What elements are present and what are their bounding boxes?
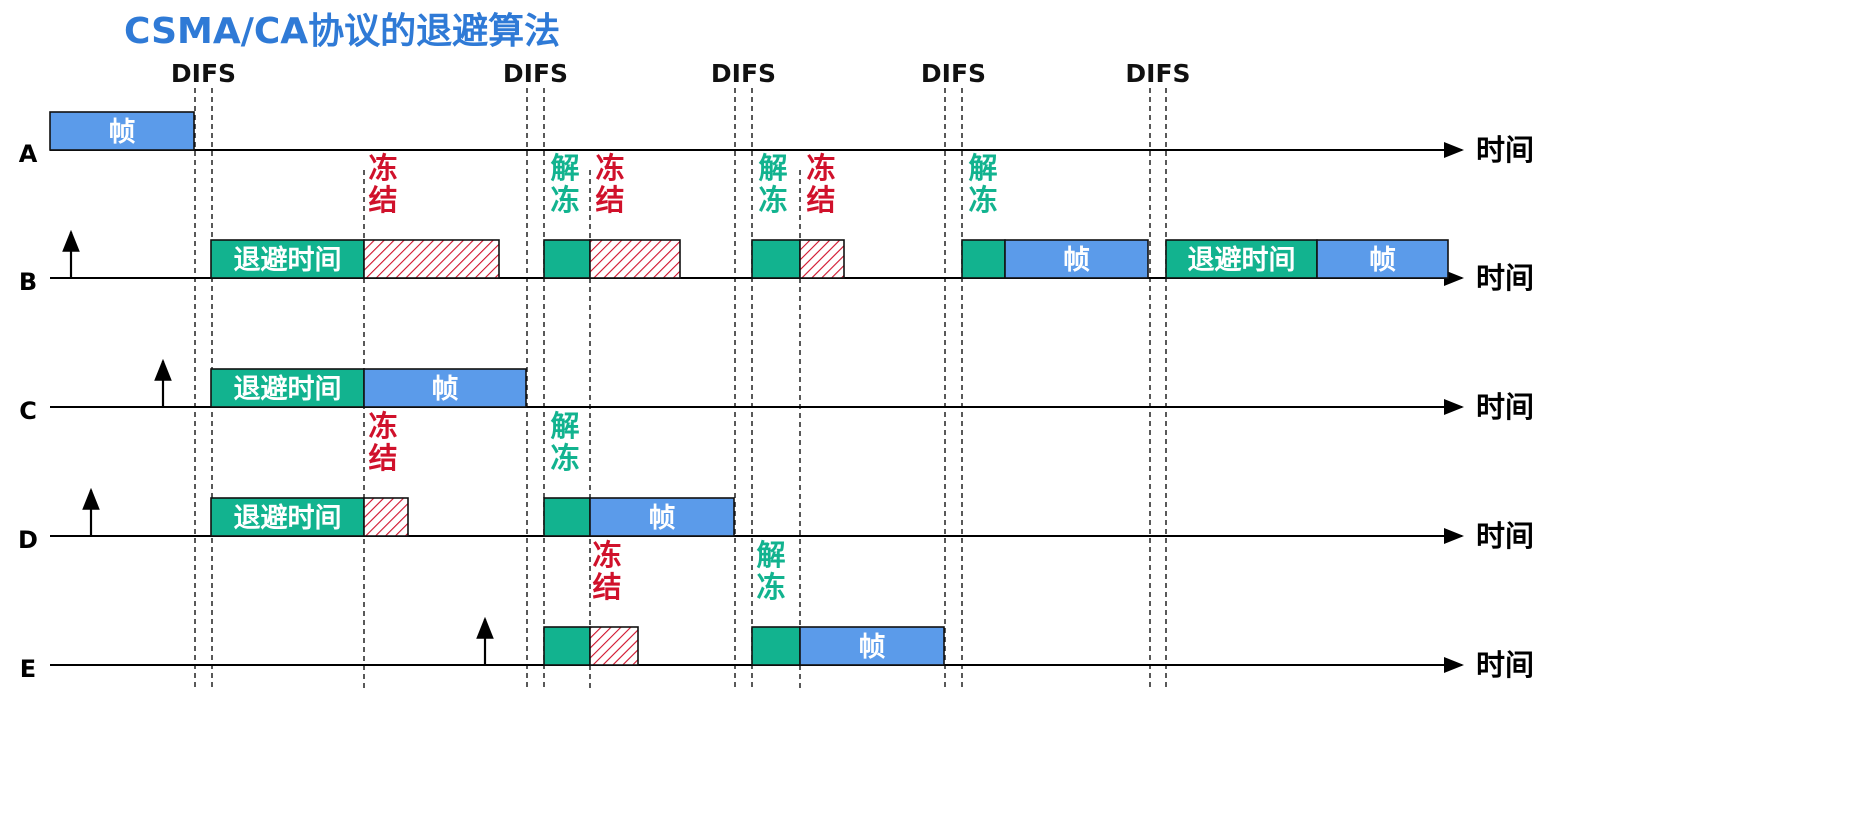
difs-label: DIFS xyxy=(503,59,568,88)
backoff-label: 退避时间 xyxy=(234,502,342,534)
difs-label: DIFS xyxy=(1125,59,1190,88)
frame-label: 帧 xyxy=(109,117,136,148)
frame-label: 帧 xyxy=(1369,245,1396,276)
unfreeze-label: 冻 xyxy=(968,183,997,217)
frame-box xyxy=(589,497,735,537)
station-label: C xyxy=(19,397,37,425)
freeze-label: 结 xyxy=(595,183,624,217)
frame-label: 帧 xyxy=(649,503,676,534)
station-label: A xyxy=(19,140,38,168)
backoff-box xyxy=(751,626,801,666)
frozen-backoff-box xyxy=(363,239,500,279)
frame-box xyxy=(363,368,527,408)
backoff-box xyxy=(1165,239,1318,279)
unfreeze-label: 解 xyxy=(758,151,787,185)
unfreeze-label: 解 xyxy=(968,151,997,185)
freeze-label: 冻 xyxy=(592,538,621,572)
frozen-backoff-box xyxy=(799,239,845,279)
unfreeze-label: 冻 xyxy=(550,441,579,475)
unfreeze-label: 解 xyxy=(550,151,579,185)
time-axis-label: 时间 xyxy=(1476,261,1534,295)
backoff-box xyxy=(543,497,591,537)
backoff-label: 退避时间 xyxy=(1188,244,1296,276)
unfreeze-label: 冻 xyxy=(550,183,579,217)
backoff-box xyxy=(543,626,591,666)
page-title: CSMA/CA协议的退避算法 xyxy=(124,11,561,52)
backoff-box xyxy=(210,368,365,408)
frozen-backoff-box xyxy=(363,497,409,537)
frame-label: 帧 xyxy=(432,374,459,405)
station-label: E xyxy=(20,655,36,683)
unfreeze-label: 解 xyxy=(756,538,785,572)
station-label: B xyxy=(19,268,37,296)
freeze-label: 冻 xyxy=(368,151,397,185)
difs-label: DIFS xyxy=(711,59,776,88)
frame-label: 帧 xyxy=(1063,245,1090,276)
time-axis-label: 时间 xyxy=(1476,133,1534,167)
frame-label: 帧 xyxy=(859,632,886,663)
station-label: D xyxy=(18,526,38,554)
freeze-label: 冻 xyxy=(806,151,835,185)
unfreeze-label: 冻 xyxy=(756,570,785,604)
backoff-box xyxy=(210,497,365,537)
freeze-label: 冻 xyxy=(595,151,624,185)
station-row-d xyxy=(210,497,735,537)
backoff-label: 退避时间 xyxy=(234,373,342,405)
difs-label: DIFS xyxy=(921,59,986,88)
frame-box xyxy=(49,111,195,151)
freeze-label: 结 xyxy=(806,183,835,217)
station-row-c xyxy=(210,368,527,408)
unfreeze-label: 冻 xyxy=(758,183,787,217)
time-axis-label: 时间 xyxy=(1476,390,1534,424)
station-row-b xyxy=(210,239,1449,279)
time-axis-label: 时间 xyxy=(1476,519,1534,553)
frozen-backoff-box xyxy=(589,239,681,279)
backoff-box xyxy=(751,239,801,279)
backoff-box xyxy=(210,239,365,279)
freeze-label: 结 xyxy=(368,183,397,217)
difs-label: DIFS xyxy=(171,59,236,88)
backoff-label: 退避时间 xyxy=(234,244,342,276)
freeze-label: 结 xyxy=(368,441,397,475)
time-axis-label: 时间 xyxy=(1476,648,1534,682)
unfreeze-label: 解 xyxy=(550,409,579,443)
backoff-box xyxy=(961,239,1006,279)
backoff-box xyxy=(543,239,591,279)
frame-box xyxy=(1316,239,1449,279)
station-row-e xyxy=(543,626,945,666)
frame-box xyxy=(799,626,945,666)
freeze-label: 冻 xyxy=(368,409,397,443)
frozen-backoff-box xyxy=(589,626,639,666)
frame-box xyxy=(1004,239,1149,279)
station-row-a xyxy=(49,111,195,151)
freeze-label: 结 xyxy=(592,570,621,604)
